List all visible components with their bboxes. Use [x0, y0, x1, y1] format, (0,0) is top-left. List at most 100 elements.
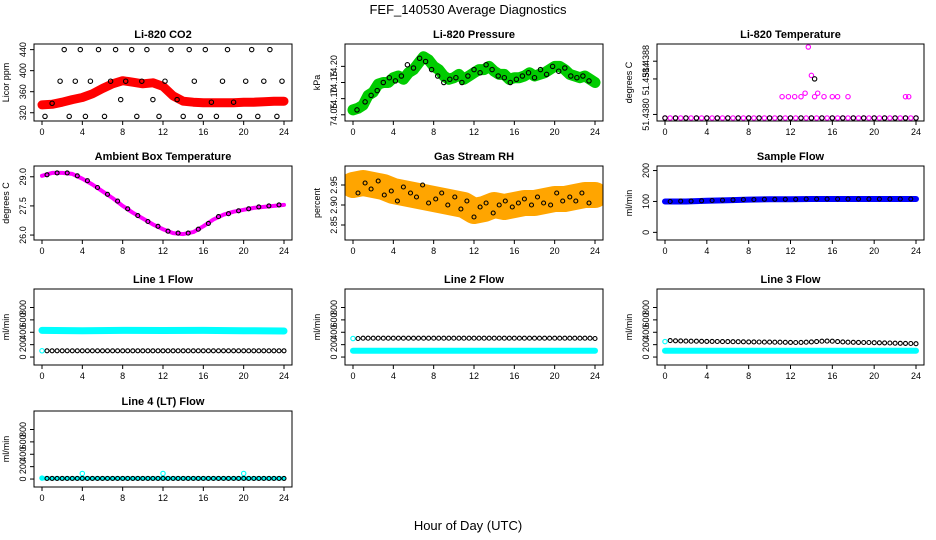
data-point-black	[120, 348, 126, 354]
data-point-black	[887, 196, 893, 202]
data-point-black	[489, 66, 495, 73]
data-point-black	[197, 113, 204, 120]
data-point-black	[465, 73, 471, 79]
data-point-black	[876, 340, 882, 346]
y-axis-label: Licor ppm	[1, 63, 11, 103]
data-point-magenta	[751, 115, 757, 121]
y-tick-label: 51.4384	[641, 63, 651, 96]
series-band-cyan	[38, 326, 288, 335]
data-point-black	[231, 348, 237, 354]
data-point-black	[908, 340, 914, 347]
data-point-black	[368, 186, 374, 192]
data-point-black	[521, 335, 527, 341]
data-point-black	[587, 335, 593, 341]
data-point-black	[95, 46, 102, 53]
data-point-black	[168, 46, 174, 53]
data-point-magenta	[798, 93, 804, 100]
data-layer	[662, 44, 919, 121]
y-tick-label: 27.5	[18, 197, 28, 215]
data-point-black	[882, 340, 888, 346]
y-tick-label: 600	[18, 312, 28, 327]
data-point-black	[730, 197, 736, 203]
y-tick-label: 800	[329, 300, 339, 315]
data-point-black	[699, 338, 705, 344]
data-point-black	[456, 335, 462, 341]
y-tick-label: 800	[641, 300, 651, 315]
data-point-cyan	[79, 470, 86, 477]
data-point-magenta	[834, 93, 841, 100]
panel-line4: Line 4 (LT) Flow ml/min 0 4 8 12 16 20 24 0 200400…	[1, 396, 293, 503]
data-point-black	[562, 65, 568, 71]
x-tick-label: 20	[550, 127, 560, 137]
data-point-black	[266, 475, 272, 481]
data-point-black	[180, 113, 186, 120]
y-tick-label: 74.10	[329, 87, 339, 110]
data-point-black	[426, 335, 432, 341]
x-tick-label: 20	[239, 371, 249, 381]
data-point-black	[516, 335, 522, 341]
data-point-black	[536, 335, 543, 341]
y-axis-label: ml/min	[1, 436, 11, 463]
data-point-black	[683, 338, 689, 344]
data-point-black	[57, 78, 63, 84]
data-point-black	[528, 202, 535, 208]
data-point-black	[458, 206, 464, 212]
data-point-black	[394, 198, 400, 204]
data-point-black	[422, 58, 429, 65]
x-tick-label: 16	[827, 246, 837, 256]
data-layer	[347, 51, 601, 116]
data-point-black	[481, 335, 487, 341]
x-tick-label: 12	[785, 246, 795, 256]
y-tick-label: 400	[18, 325, 28, 340]
data-point-black	[496, 335, 502, 341]
y-tick-label: 0	[641, 355, 651, 360]
data-point-black	[64, 170, 70, 176]
data-point-magenta	[805, 44, 812, 50]
data-point-black	[279, 78, 285, 84]
data-point-black	[160, 348, 166, 354]
panel-title: Sample Flow	[757, 151, 825, 163]
data-point-black	[115, 348, 121, 354]
panel-frame	[656, 43, 925, 122]
data-point-black	[180, 348, 186, 354]
data-point-black	[483, 200, 489, 206]
x-tick-label: 24	[911, 246, 921, 256]
data-point-black	[400, 184, 406, 190]
data-point-black	[798, 339, 804, 345]
data-point-black	[84, 475, 90, 481]
data-point-black	[44, 348, 50, 354]
data-point-black	[215, 214, 222, 220]
y-axis-label: kPa	[312, 75, 322, 91]
data-point-black	[793, 339, 799, 346]
data-point-black	[850, 115, 857, 121]
panel-line3: Line 3 Flow ml/min 0 4 8 12 16 20 24 0 20040060080…	[624, 274, 925, 381]
data-point-black	[49, 475, 55, 481]
panel-co2: Li-820 CO2 Licor ppm 0 4 8 12 16 20 24 320 360 400 4…	[1, 29, 293, 137]
data-point-black	[740, 197, 746, 203]
data-point-black	[94, 348, 101, 354]
data-point-black	[560, 198, 566, 204]
data-point-black	[892, 340, 898, 346]
data-point-black	[395, 335, 401, 341]
data-point-black	[99, 475, 106, 481]
data-point-black	[519, 73, 526, 79]
data-point-black	[175, 475, 181, 481]
data-point-black	[381, 192, 387, 198]
data-point-black	[190, 475, 196, 481]
data-point-magenta	[902, 93, 909, 100]
data-point-black	[202, 46, 209, 53]
data-point-black	[751, 339, 757, 345]
x-tick-label: 12	[469, 246, 479, 256]
data-point-black	[355, 335, 361, 342]
x-tick-label: 4	[391, 127, 396, 137]
data-point-black	[77, 46, 84, 53]
x-tick-label: 12	[158, 246, 168, 256]
series-band-orange	[345, 170, 603, 224]
data-point-black	[125, 348, 131, 354]
data-point-black	[94, 184, 101, 191]
data-point-black	[819, 338, 825, 344]
data-point-black	[572, 335, 578, 341]
data-point-black	[200, 348, 206, 354]
y-tick-label: 200	[641, 337, 651, 352]
data-point-black	[547, 335, 553, 341]
